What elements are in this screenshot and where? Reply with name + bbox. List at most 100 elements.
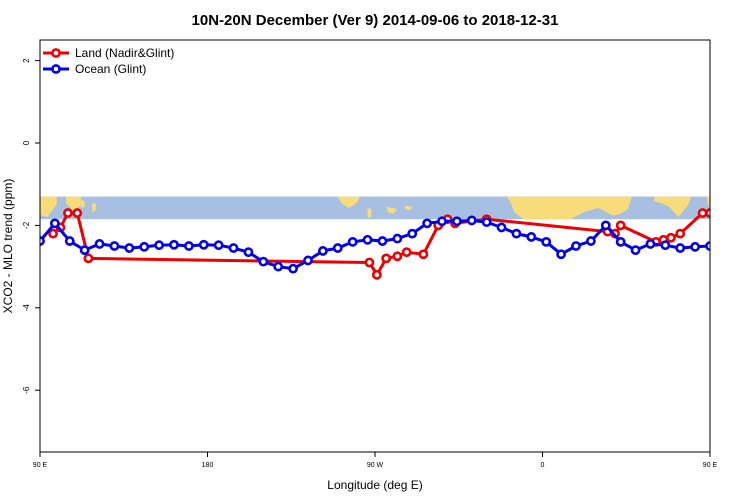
map-land [66,196,81,211]
map-land [40,196,57,217]
data-point [451,216,462,227]
data-point [645,239,656,249]
data-point [371,269,382,280]
data-point [690,241,701,252]
series-ocean [40,215,743,274]
x-tick-label: 90 E [703,462,718,469]
data-point [48,228,58,239]
data-point [139,241,150,252]
data-point [511,228,522,239]
map-land [706,196,710,208]
chart-title: 10N-20N December (Ver 9) 2014-09-06 to 2… [192,12,559,29]
map-land [386,206,398,214]
data-point [72,208,83,218]
data-point [615,220,626,231]
data-point [94,239,105,249]
data-point [124,243,135,253]
data-point [422,218,433,229]
y-tick-label: -6 [22,386,31,394]
data-point [401,247,412,258]
map-land [654,196,692,217]
data-point [169,239,179,250]
data-point [332,243,343,253]
map-land [92,203,96,213]
x-axis: 90 E 180 90 W 0 90 E [33,452,718,469]
legend-marker [51,48,61,58]
x-tick-label: 90 E [33,462,48,469]
data-point [736,242,743,249]
data-point [666,232,676,243]
data-point [496,222,507,233]
data-point [381,253,392,264]
data-point [585,236,596,246]
data-point [64,236,75,246]
data-point [675,243,686,253]
data-point [437,216,447,227]
data-point [392,251,403,262]
data-point [571,241,581,251]
map-land [367,207,372,219]
data-point [303,255,313,266]
data-point [288,263,299,274]
y-tick-label: -2 [22,221,31,229]
map-land [404,205,413,211]
data-point [541,236,552,247]
legend: Land (Nadir&Glint) Ocean (Glint) [43,46,174,76]
x-tick-label: 180 [202,462,214,469]
data-point [630,245,641,256]
y-tick-label: 2 [22,58,31,63]
data-point [63,208,73,218]
legend-marker [51,64,61,74]
y-axis: 2 0 -2 -4 -6 [22,58,40,394]
data-point [258,256,269,267]
data-point [317,246,328,256]
data-point [481,217,492,228]
data-point [466,215,477,226]
legend-entry: Land (Nadir&Glint) [75,46,174,60]
data-point [273,261,284,272]
y-tick-label: -4 [22,304,31,312]
data-point [377,236,388,246]
data-point [705,241,710,251]
data-point [364,257,375,268]
data-point [675,228,686,239]
x-tick-label: 90 W [367,462,384,469]
data-point [600,220,611,231]
data-point [362,234,373,245]
data-point [392,233,403,244]
data-point [705,208,710,218]
data-point [721,243,728,250]
legend-entry: Ocean (Glint) [75,62,146,76]
data-point [734,247,741,254]
data-point [109,241,120,251]
map-land [337,196,361,208]
data-point [154,240,165,251]
data-point [556,249,567,260]
data-point [407,228,418,239]
data-point [79,245,90,256]
map-land [725,201,732,215]
y-tick-label: 0 [22,140,31,145]
x-axis-label: Longitude (deg E) [327,478,422,492]
data-point [228,243,239,253]
data-point [198,239,209,250]
data-point [49,218,60,229]
y-axis-label: XCO2 - MLO trend (ppm) [1,179,15,314]
map-land [507,196,632,220]
series-layer [40,208,743,280]
data-point [347,236,358,247]
data-point [243,247,254,258]
world-map-band [40,196,732,220]
x-tick-label: 0 [541,462,545,469]
map-land [80,200,85,208]
data-point [615,236,626,247]
data-point [697,208,708,218]
data-point [418,249,429,260]
data-point [183,241,194,251]
data-point [725,255,732,262]
data-point [213,240,224,251]
data-point [660,240,671,251]
data-point [526,232,537,242]
